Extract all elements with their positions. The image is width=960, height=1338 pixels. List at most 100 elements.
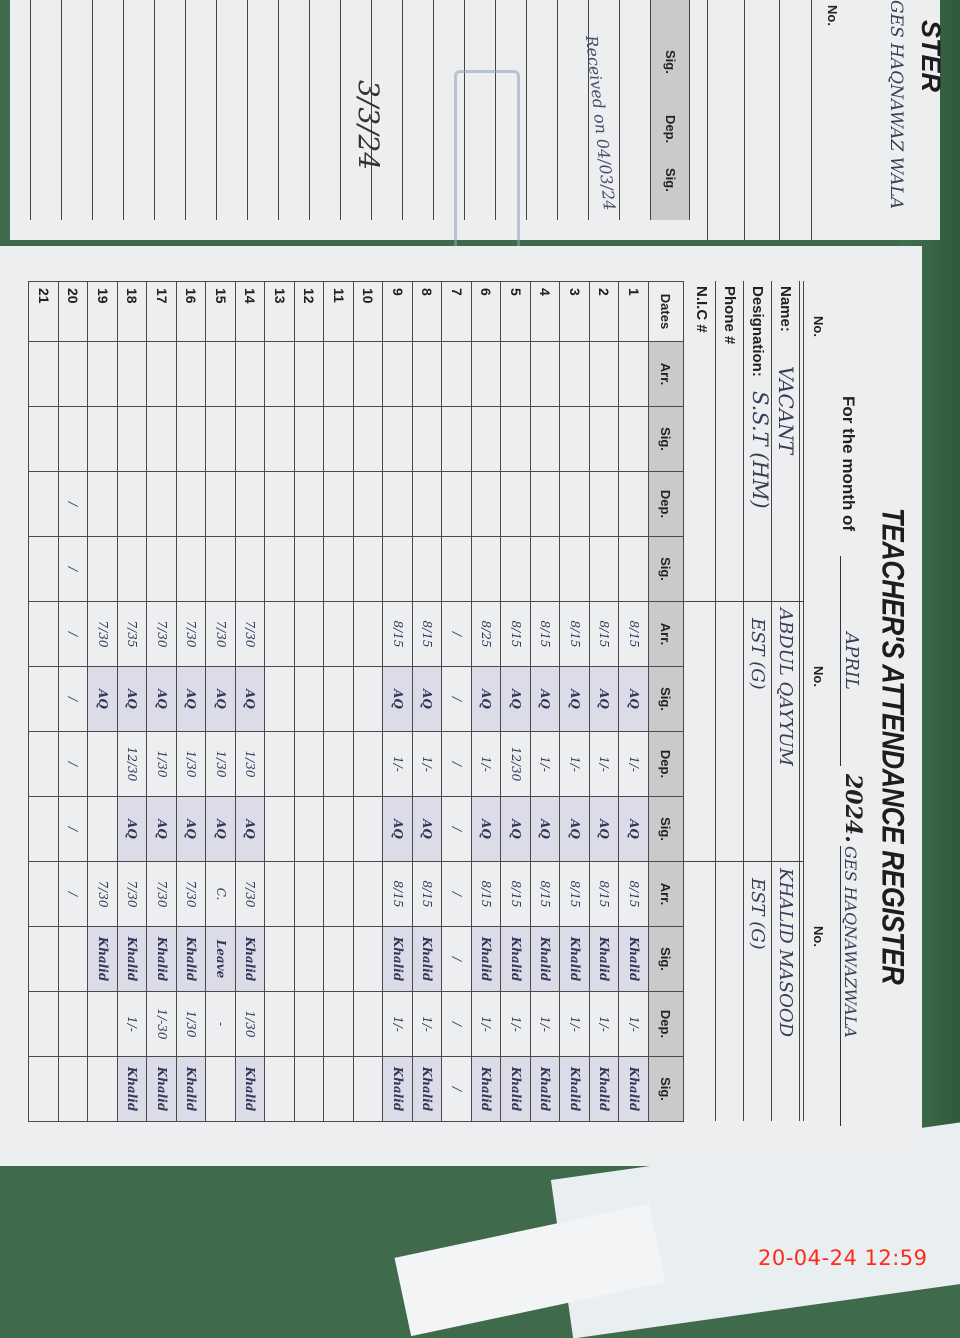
time-cell: 8/15: [383, 601, 413, 667]
left-page-row-line: [61, 0, 62, 220]
time-cell: [235, 341, 265, 407]
time-cell: [619, 341, 649, 407]
left-page-school: GES HAQNAWAZ WALA: [886, 0, 906, 210]
signature-cell: AQ: [147, 796, 177, 862]
signature-cell: Khalid: [117, 1056, 147, 1122]
left-page-row-line: [30, 0, 31, 220]
left-page-row-line: [433, 0, 434, 220]
row-date: 1: [619, 281, 649, 342]
signature-cell: Khalid: [589, 1056, 619, 1122]
time-cell: [265, 991, 295, 1057]
left-page-row-line: [402, 0, 403, 220]
signature-cell: [530, 536, 560, 602]
row-date: 14: [235, 281, 265, 342]
signature-cell: [501, 536, 531, 602]
phone-label: Phone #: [721, 286, 738, 345]
row-date: 12: [294, 281, 324, 342]
row-date: 8: [412, 281, 442, 342]
time-cell: [324, 341, 354, 407]
header-arr-1: Arr.: [648, 341, 684, 407]
left-page-row-line: [619, 0, 620, 220]
header-arr-9: Arr.: [648, 861, 684, 927]
signature-cell: Khalid: [619, 1056, 649, 1122]
signature-cell: AQ: [176, 796, 206, 862]
time-cell: [265, 471, 295, 537]
signature-cell: [501, 406, 531, 472]
time-cell: 1/30: [235, 991, 265, 1057]
signature-cell: AQ: [619, 796, 649, 862]
signature-cell: /: [58, 796, 88, 862]
school-name: GES HAQNAWAZWALA: [840, 846, 860, 1126]
time-cell: [58, 341, 88, 407]
table-row: 20// / / / / /: [58, 281, 88, 1122]
month-label: For the month of: [839, 396, 858, 532]
left-page-row-line: [557, 0, 558, 220]
signature-cell: [324, 926, 354, 992]
row-date: 17: [147, 281, 177, 342]
left-page-row-line: [247, 0, 248, 220]
time-cell: 8/15: [560, 601, 590, 667]
time-cell: [176, 341, 206, 407]
time-cell: [235, 471, 265, 537]
header-dep-11: Dep.: [648, 991, 684, 1057]
no-label-1: No.: [811, 316, 826, 337]
signature-cell: [147, 406, 177, 472]
signature-cell: [530, 406, 560, 472]
time-cell: [265, 861, 295, 927]
signature-cell: [265, 406, 295, 472]
signature-cell: [29, 796, 59, 862]
time-cell: C.: [206, 861, 236, 927]
attendance-table: Dates Arr. Sig. Dep. Sig. Arr. Sig. Dep. Sig. Arr…: [29, 281, 685, 1122]
signature-cell: [412, 536, 442, 602]
designation-label: Designation:: [749, 286, 766, 377]
header-sig-4: Sig.: [648, 536, 684, 602]
teacher-3-name: KHALID MASOOD: [775, 868, 796, 1038]
signature-cell: [117, 406, 147, 472]
official-stamp: [454, 70, 520, 256]
signature-cell: AQ: [383, 796, 413, 862]
signature-cell: AQ: [589, 796, 619, 862]
time-cell: [294, 731, 324, 797]
table-row: 5 8/15 AQ 12/30 AQ 8/15 Khalid 1/- Khalid: [501, 281, 531, 1122]
signature-cell: /: [442, 1056, 472, 1122]
time-cell: [501, 341, 531, 407]
left-page-row-line: [216, 0, 217, 220]
name-label: Name:: [777, 286, 794, 332]
signature-cell: AQ: [530, 796, 560, 862]
time-cell: [265, 601, 295, 667]
time-cell: 1/-: [589, 991, 619, 1057]
month-value: APRIL: [840, 556, 862, 766]
row-date: 20: [58, 281, 88, 342]
time-cell: 8/15: [501, 861, 531, 927]
table-row: 6 8/25 AQ 1/- AQ 8/15 Khalid 1/- Khalid: [471, 281, 501, 1122]
time-cell: [147, 341, 177, 407]
time-cell: /: [58, 601, 88, 667]
time-cell: [412, 471, 442, 537]
signature-cell: AQ: [176, 666, 206, 732]
time-cell: 8/15: [589, 601, 619, 667]
header-dates: Dates: [648, 281, 684, 342]
row-date: 5: [501, 281, 531, 342]
signature-cell: [29, 1056, 59, 1122]
header-dep-7: Dep.: [648, 731, 684, 797]
signature-cell: [353, 666, 383, 732]
time-cell: 1/-: [560, 731, 590, 797]
signature-cell: [294, 926, 324, 992]
signature-cell: AQ: [117, 666, 147, 732]
time-cell: 7/30: [147, 601, 177, 667]
signature-cell: Khalid: [147, 926, 177, 992]
signature-cell: [265, 666, 295, 732]
signature-cell: [265, 796, 295, 862]
signature-cell: Khalid: [235, 1056, 265, 1122]
signature-cell: /: [442, 926, 472, 992]
left-page-no-label: No.: [825, 5, 840, 26]
signature-cell: Khalid: [560, 1056, 590, 1122]
table-row: 4 8/15 AQ 1/- AQ 8/15 Khalid 1/- Khalid: [530, 281, 560, 1122]
time-cell: [530, 471, 560, 537]
signature-cell: [88, 406, 118, 472]
time-cell: [471, 471, 501, 537]
time-cell: [88, 991, 118, 1057]
signature-cell: AQ: [117, 796, 147, 862]
time-cell: 12/30: [501, 731, 531, 797]
time-cell: 1/30: [147, 731, 177, 797]
